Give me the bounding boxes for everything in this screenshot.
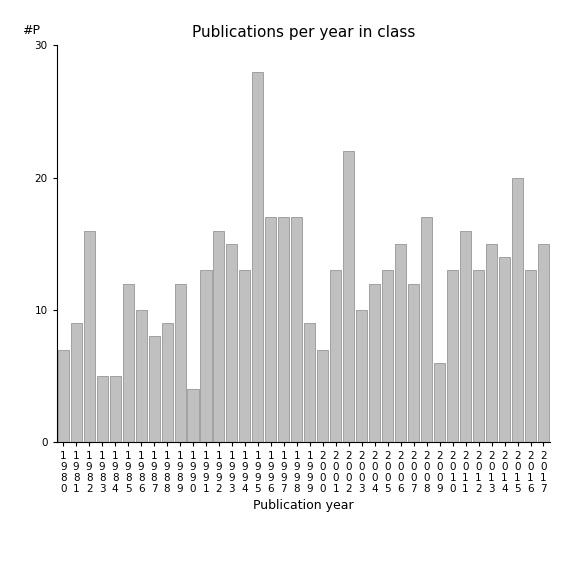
Bar [201,270,211,442]
X-axis label: Publication year: Publication year [253,499,354,512]
Bar [175,284,185,442]
Bar [538,244,549,442]
Bar [318,350,328,442]
Bar [369,284,380,442]
Bar [265,217,276,442]
Bar [447,270,458,442]
Text: #P: #P [22,24,40,37]
Bar [291,217,302,442]
Title: Publications per year in class: Publications per year in class [192,25,415,40]
Bar [525,270,536,442]
Bar [162,323,172,442]
Bar [486,244,497,442]
Bar [278,217,289,442]
Bar [71,323,82,442]
Bar [122,284,134,442]
Bar [149,336,159,442]
Bar [512,177,523,442]
Bar [331,270,341,442]
Bar [96,376,108,442]
Bar [226,244,238,442]
Bar [213,231,225,442]
Bar [136,310,147,442]
Bar [473,270,484,442]
Bar [58,350,69,442]
Bar [356,310,367,442]
Bar [188,390,198,442]
Bar [499,257,510,442]
Bar [84,231,95,442]
Bar [434,363,445,442]
Bar [109,376,121,442]
Bar [343,151,354,442]
Bar [304,323,315,442]
Bar [252,72,264,442]
Bar [460,231,471,442]
Bar [408,284,419,442]
Bar [382,270,393,442]
Bar [421,217,432,442]
Bar [239,270,251,442]
Bar [395,244,406,442]
